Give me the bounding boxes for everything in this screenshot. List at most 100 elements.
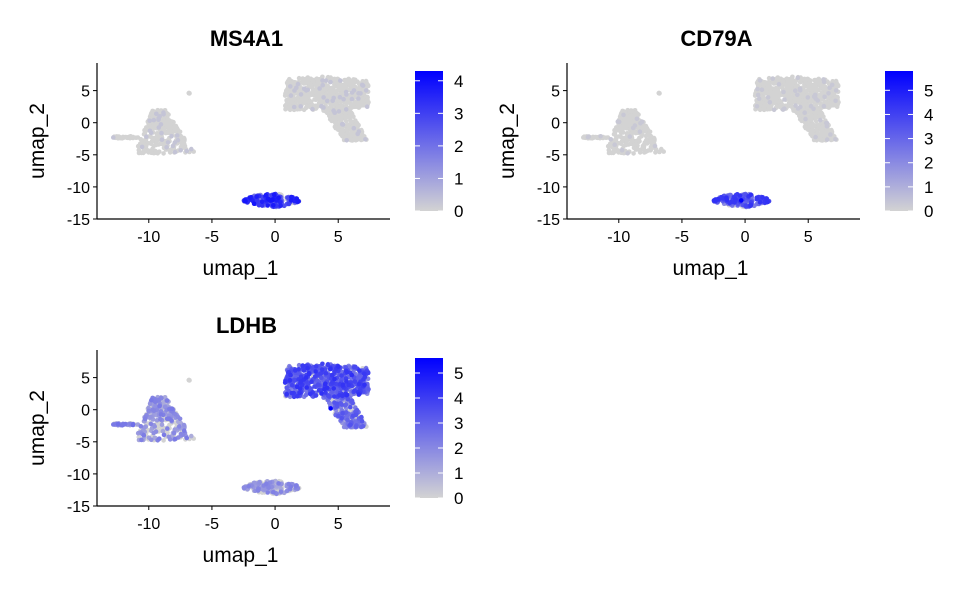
x-tick-label: -10 <box>607 229 630 246</box>
cell-point <box>277 199 283 205</box>
colorbar-tick-label: 1 <box>454 169 463 188</box>
cell-point <box>123 421 128 427</box>
y-axis-label: umap_2 <box>26 103 49 179</box>
cell-point <box>821 103 827 109</box>
cell-point <box>821 114 826 120</box>
cell-point <box>339 117 344 123</box>
cell-point <box>618 130 624 136</box>
cell-point <box>184 148 190 154</box>
cell-point <box>160 428 166 434</box>
cell-point <box>332 118 338 123</box>
cell-point <box>648 146 654 151</box>
cell-point <box>823 132 828 137</box>
cell-point <box>276 195 281 200</box>
y-tick-label: 5 <box>81 84 90 101</box>
cell-point <box>295 81 301 87</box>
cell-point <box>164 145 169 150</box>
cell-point <box>163 130 169 136</box>
colorbar-tick-label: 3 <box>924 130 933 149</box>
cell-point <box>158 416 163 422</box>
cell-point <box>769 86 775 91</box>
cell-point <box>288 84 293 89</box>
cell-point <box>815 107 820 113</box>
cell-point <box>635 138 640 143</box>
cell-point <box>141 432 147 438</box>
cell-point <box>149 437 154 443</box>
cell-point <box>287 76 292 82</box>
cell-point <box>782 97 787 102</box>
cell-point <box>776 99 781 104</box>
cell-point <box>329 372 335 378</box>
cell-point <box>805 95 811 100</box>
cell-point <box>355 103 361 108</box>
cell-point <box>255 488 261 493</box>
cell-point <box>180 432 186 438</box>
cell-point <box>353 419 358 424</box>
cell-point <box>353 137 359 142</box>
cell-point <box>362 371 367 377</box>
cell-point <box>169 418 174 423</box>
cell-point <box>161 110 166 115</box>
cell-point <box>303 88 309 93</box>
cell-point <box>287 107 293 113</box>
cell-point <box>175 137 181 143</box>
cell-point <box>809 117 814 123</box>
cell-point <box>111 135 116 140</box>
cell-point <box>269 197 275 203</box>
cell-point <box>767 100 773 105</box>
cell-point <box>266 485 271 491</box>
cell-point <box>175 133 180 138</box>
cell-point <box>332 369 337 375</box>
cell-point <box>337 94 343 100</box>
cell-point <box>306 99 311 104</box>
y-tick-label: -10 <box>67 180 90 197</box>
x-tick-label: 5 <box>804 229 813 246</box>
colorbar-tick-label: 0 <box>454 202 463 221</box>
cell-point <box>348 422 353 428</box>
cell-point <box>139 437 144 443</box>
cell-point <box>115 421 121 427</box>
cell-point <box>165 140 171 145</box>
cell-point <box>764 196 769 201</box>
y-tick-label: 5 <box>81 371 90 388</box>
colorbar-tick-label: 0 <box>454 489 463 508</box>
panel-title: CD79A <box>680 26 752 51</box>
cell-point <box>794 110 800 116</box>
cell-point <box>621 112 626 118</box>
cell-point <box>652 143 658 149</box>
cell-point <box>339 121 345 127</box>
cell-point <box>282 380 288 385</box>
cell-point <box>806 114 812 119</box>
cell-point <box>765 199 770 205</box>
cell-point <box>833 137 838 142</box>
cell-point <box>738 198 744 203</box>
cell-point <box>356 392 362 397</box>
cell-point <box>318 371 324 376</box>
cell-point <box>356 381 362 387</box>
cell-point <box>328 91 333 97</box>
cell-point <box>158 412 164 417</box>
cell-point <box>142 416 148 422</box>
cell-point <box>832 102 838 108</box>
cell-point <box>812 100 817 105</box>
cell-point <box>361 99 366 104</box>
cell-point <box>251 201 257 206</box>
cell-point <box>320 82 326 88</box>
cell-point <box>151 143 156 149</box>
cell-point <box>778 92 783 97</box>
y-tick-label: -5 <box>76 148 90 165</box>
cell-point <box>284 88 289 93</box>
cell-point <box>789 80 795 85</box>
cell-point <box>724 195 729 201</box>
cell-point <box>265 203 271 208</box>
cell-point <box>346 124 351 130</box>
cell-point <box>828 137 834 143</box>
cell-point <box>792 95 798 101</box>
cell-point <box>359 414 364 420</box>
cell-point <box>267 480 273 485</box>
cell-point <box>338 401 343 406</box>
cell-point <box>647 139 653 144</box>
cell-point <box>161 432 167 438</box>
cell-point <box>774 104 780 110</box>
cell-point <box>339 416 345 421</box>
